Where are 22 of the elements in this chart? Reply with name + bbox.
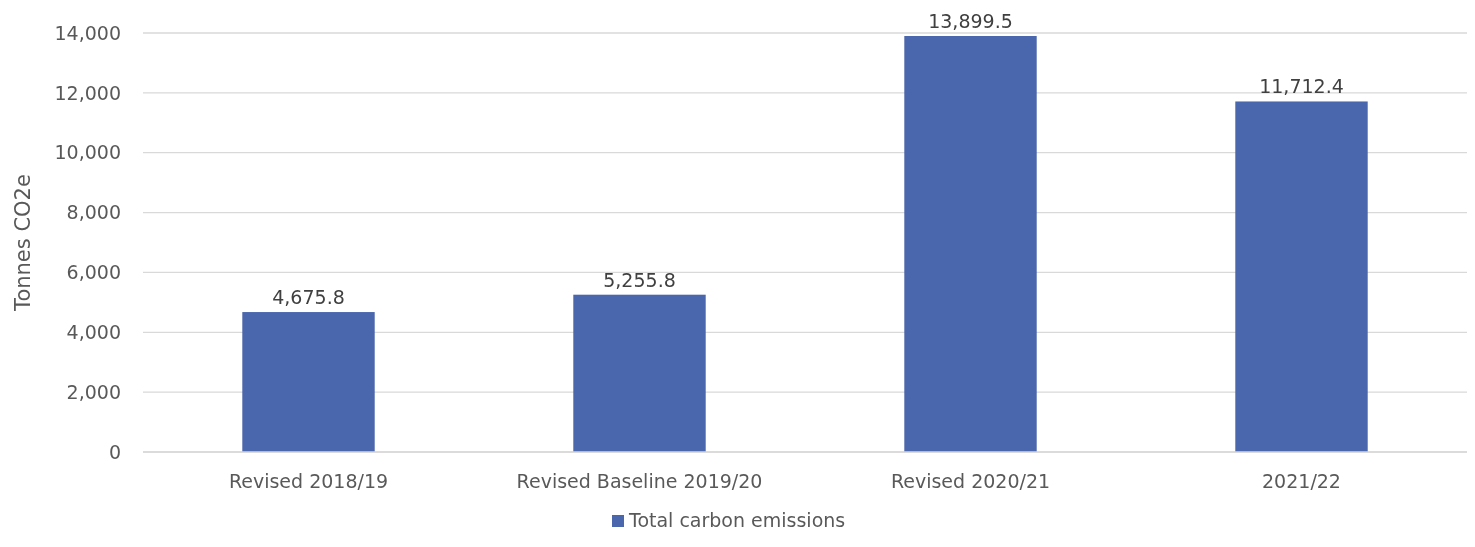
legend-label: Total carbon emissions bbox=[628, 509, 846, 531]
bar bbox=[1235, 101, 1368, 452]
y-tick-label: 8,000 bbox=[66, 201, 121, 224]
y-tick-label: 6,000 bbox=[66, 261, 121, 284]
x-tick-label: Revised Baseline 2019/20 bbox=[516, 470, 763, 492]
bar bbox=[573, 294, 706, 452]
bar bbox=[242, 312, 375, 452]
y-tick-label: 2,000 bbox=[66, 380, 121, 403]
text: 13,899.5 bbox=[928, 10, 1013, 33]
x-tick-label: Revised 2018/19 bbox=[228, 470, 389, 492]
y-tick-label: 14,000 bbox=[54, 21, 121, 44]
y-axis-title: Tonnes CO2e bbox=[11, 174, 35, 312]
y-tick-label: 12,000 bbox=[54, 81, 121, 104]
text: 11,712.4 bbox=[1259, 75, 1344, 98]
text: 4,675.8 bbox=[272, 286, 345, 309]
y-tick-label: 0 bbox=[108, 440, 121, 463]
y-tick-label: 4,000 bbox=[66, 320, 121, 343]
bar bbox=[904, 36, 1037, 452]
text: 5,255.8 bbox=[603, 268, 676, 291]
x-tick-label: 2021/22 bbox=[1262, 470, 1341, 492]
y-tick-label: 10,000 bbox=[54, 141, 121, 164]
x-tick-label: Revised 2020/21 bbox=[890, 470, 1051, 492]
